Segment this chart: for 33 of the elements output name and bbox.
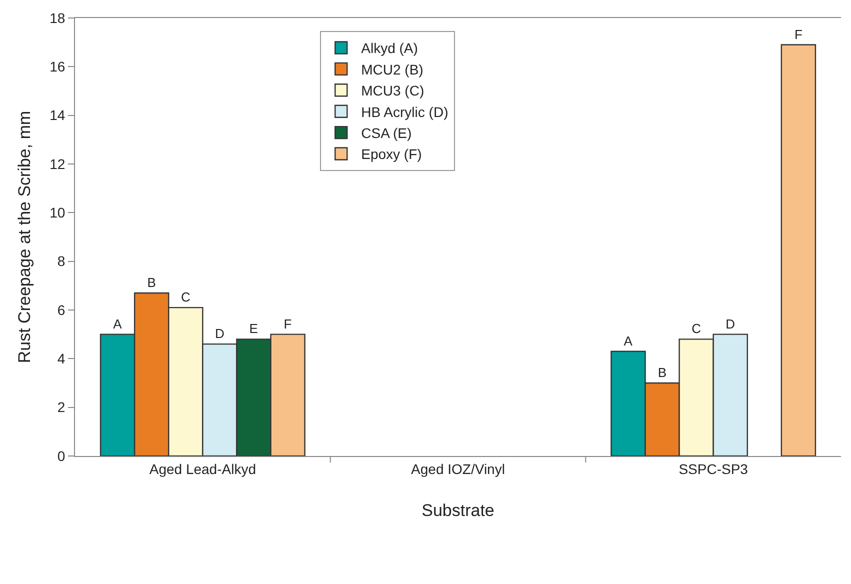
x-axis-title: Substrate [422,501,494,520]
data-label: B [658,365,667,380]
data-label: A [624,333,633,348]
data-label: F [284,316,292,332]
x-tick-label: Aged IOZ/Vinyl [411,460,505,477]
data-label: D [726,316,736,332]
y-tick-label: 12 [50,156,66,172]
bar [780,44,816,456]
y-tick-label: 14 [50,107,66,124]
y-tick-label: 10 [50,204,66,221]
legend-label: MCU3 (C) [361,82,424,99]
data-label: B [147,274,156,290]
data-label: E [249,321,258,336]
data-label: C [692,321,702,336]
legend-label: Alkyd (A) [361,40,418,56]
y-tick-label: 18 [50,10,66,26]
data-label: A [113,316,122,332]
y-tick-label: 2 [57,399,66,416]
legend-label: Epoxy (F) [361,146,422,162]
y-tick-label: 6 [57,302,66,318]
x-tick-label: Aged Lead-Alkyd [149,460,256,477]
legend-label: MCU2 (B) [361,61,424,78]
data-label: F [794,26,802,42]
y-tick-label: 4 [57,350,66,367]
legend-label: CSA (E) [361,125,412,141]
y-axis-title: Rust Creepage at the Scribe, mm [15,110,34,364]
legend-label: HB Acrylic (D) [361,104,448,120]
data-label: C [180,290,190,305]
y-tick-label: 16 [50,58,66,75]
data-label: D [214,326,224,342]
y-tick-label: 8 [57,253,66,270]
x-tick-label: SSPC-SP3 [678,460,748,477]
y-tick-label: 0 [57,448,66,464]
